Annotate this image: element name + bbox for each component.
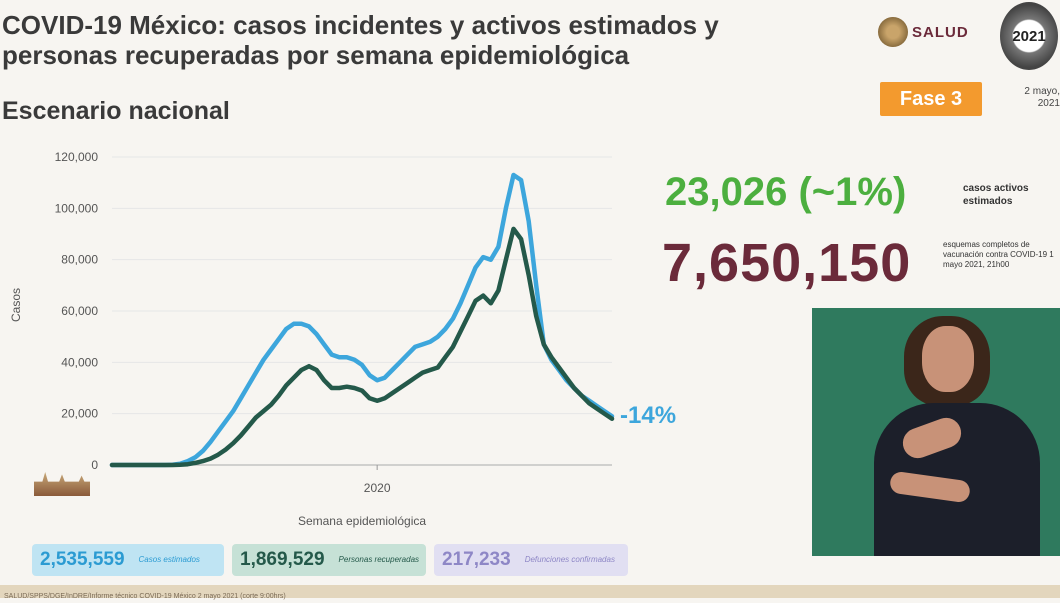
salud-logo: SALUD [878, 14, 986, 50]
chart-grid [112, 156, 612, 466]
seal-year: 2021 [1012, 27, 1046, 45]
recovered-label: Personas recuperadas [338, 555, 420, 564]
cases-label: Casos estimados [138, 555, 200, 564]
y-axis-label: Casos [9, 288, 23, 322]
report-date: 2 mayo, 2021 [1024, 86, 1060, 109]
scenario-subtitle: Escenario nacional [2, 97, 230, 125]
chart-series [109, 172, 615, 468]
y-tick-label: 0 [91, 458, 98, 472]
y-tick-label: 80,000 [61, 253, 98, 267]
active-cases-value: 23,026 (~1%) [665, 170, 907, 214]
recovered-summary-box: 1,869,529 Personas recuperadas [232, 544, 426, 576]
y-tick-label: 100,000 [55, 201, 99, 215]
cases-value: 2,535,559 [40, 549, 125, 570]
y-tick-label: 20,000 [61, 407, 98, 421]
change-annotation: -14% [620, 402, 676, 429]
interpreter-face [922, 326, 974, 392]
vaccination-label: esquemas completos de vacunación contra … [943, 240, 1054, 269]
active-cases-label: casos activos estimados [963, 183, 1029, 207]
y-tick-label: 60,000 [61, 304, 98, 318]
y-axis-ticks: 0 20,000 40,000 60,000 80,000 100,000 120,000 [55, 150, 99, 472]
deaths-label: Defunciones confirmadas [524, 555, 615, 564]
y-tick-label: 40,000 [61, 355, 98, 369]
y-tick-label: 120,000 [55, 150, 99, 164]
salud-logo-text: SALUD [912, 23, 969, 41]
deaths-value: 217,233 [442, 549, 511, 570]
source-text: SALUD/SPPS/DGE/InDRE/Informe técnico COV… [4, 593, 286, 600]
cases-line-chart: 020,00040,00060,00080,000100,000120,000 … [9, 150, 676, 528]
sign-language-interpreter-video [812, 308, 1060, 556]
source-footer: SALUD/SPPS/DGE/InDRE/Informe técnico COV… [0, 585, 1060, 600]
recovered-value: 1,869,529 [240, 549, 325, 570]
government-emblem-icon [878, 17, 908, 47]
x-axis-ticks: 20202021 [364, 465, 391, 495]
series-line-dark [109, 226, 615, 468]
x-axis-label: Semana epidemiológica [298, 514, 426, 528]
phase-badge: Fase 3 [880, 82, 982, 116]
page-title: COVID-19 México: casos incidentes y acti… [2, 10, 719, 70]
seal-2021-logo: 2021 [1000, 2, 1058, 70]
series-line-light [109, 172, 615, 468]
x-tick-label: 2020 [364, 481, 391, 495]
deaths-summary-box: 217,233 Defunciones confirmadas [434, 544, 628, 576]
vaccination-value: 7,650,150 [662, 233, 912, 293]
cases-summary-box: 2,535,559 Casos estimados [32, 544, 224, 576]
